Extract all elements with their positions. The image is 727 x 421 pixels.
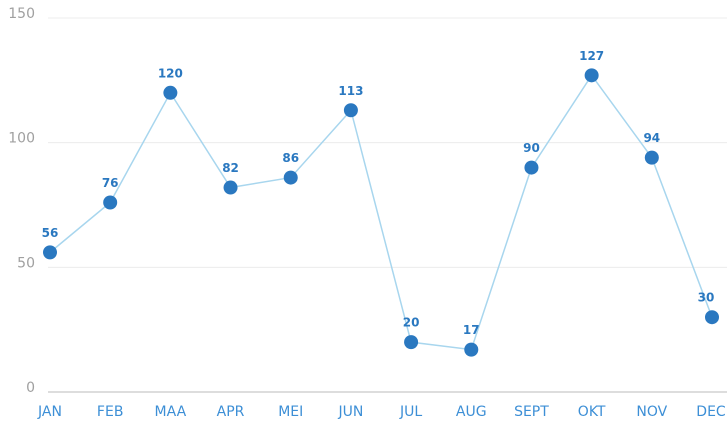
data-label: 56 <box>42 226 59 240</box>
data-label: 20 <box>403 316 420 330</box>
data-point <box>584 68 599 83</box>
data-line <box>49 74 713 351</box>
x-tick-label: AUG <box>456 404 487 420</box>
data-label: 86 <box>282 151 299 165</box>
data-point <box>705 310 719 325</box>
x-tick-label: JAN <box>37 404 62 420</box>
data-point <box>43 245 57 260</box>
data-point <box>163 85 178 100</box>
data-label: 90 <box>523 141 540 155</box>
x-tick-label: MAA <box>155 404 187 420</box>
data-label: 82 <box>222 161 239 175</box>
x-tick-label: JUN <box>337 404 363 420</box>
data-point <box>644 150 659 165</box>
data-label: 127 <box>579 49 604 63</box>
x-tick-label: DEC <box>696 404 726 420</box>
data-point <box>464 342 479 357</box>
data-point <box>223 180 238 195</box>
x-tick-label: MEI <box>278 404 303 420</box>
data-label: 94 <box>643 131 660 145</box>
data-point <box>524 160 539 175</box>
x-tick-label: JUL <box>399 404 422 420</box>
data-label: 17 <box>463 323 480 337</box>
data-point <box>404 335 419 350</box>
x-tick-label: OKT <box>578 404 606 420</box>
data-point <box>283 170 298 185</box>
x-tick-label: FEB <box>97 404 124 420</box>
x-tick-label: SEPT <box>514 404 549 420</box>
x-tick-label: NOV <box>636 404 667 420</box>
y-tick-label: 0 <box>26 380 35 396</box>
y-tick-label: 50 <box>17 255 35 271</box>
data-label: 120 <box>158 66 183 80</box>
data-label: 76 <box>102 176 119 190</box>
x-tick-label: APR <box>217 404 245 420</box>
y-tick-label: 100 <box>8 131 35 147</box>
data-point <box>343 103 358 118</box>
data-point <box>103 195 118 210</box>
data-label: 113 <box>338 84 363 98</box>
data-label: 30 <box>698 291 715 305</box>
y-tick-label: 150 <box>8 6 35 22</box>
